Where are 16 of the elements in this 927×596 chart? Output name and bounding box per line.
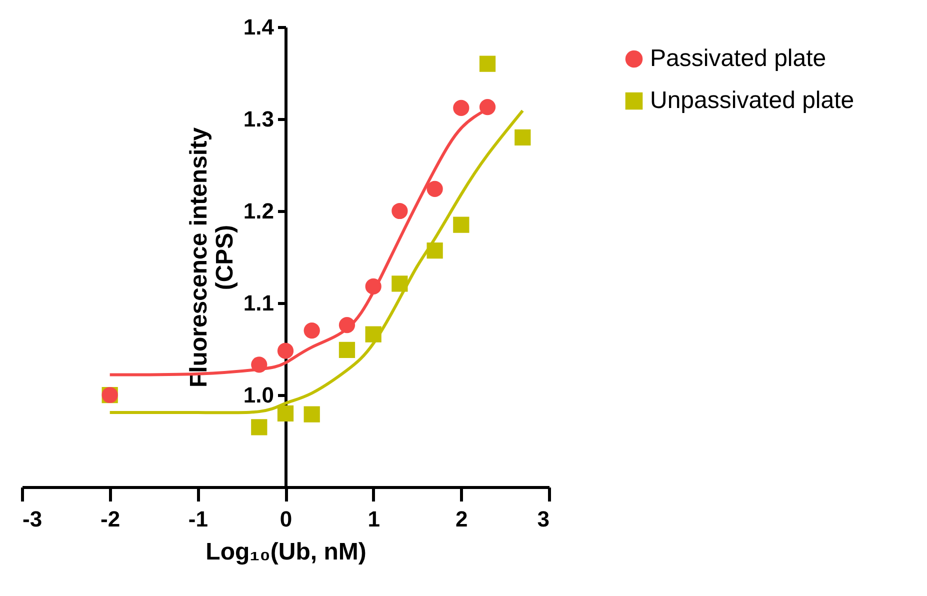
x-axis-title: Log₁₀(Ub, nM) <box>206 538 366 566</box>
x-tick-label: 2 <box>456 506 468 532</box>
x-tick-label: 0 <box>280 506 292 532</box>
y-tick-label: 1.0 <box>243 382 274 408</box>
y-axis-title: Fluorescence intensity (CPS) <box>185 126 238 388</box>
x-tick-label: 1 <box>368 506 380 532</box>
y-tick-label: 1.1 <box>243 290 274 316</box>
legend-label: Passivated plate <box>650 45 826 72</box>
x-tick-label: -1 <box>188 506 208 532</box>
x-tick-label: -3 <box>22 506 42 532</box>
x-tick-label: -2 <box>100 506 120 532</box>
legend-label: Unpassivated plate <box>650 87 854 114</box>
y-tick-label: 1.4 <box>243 14 275 40</box>
y-tick-label: 1.2 <box>243 198 274 224</box>
x-tick-label: 3 <box>537 506 550 532</box>
y-tick-label: 1.3 <box>243 106 274 132</box>
